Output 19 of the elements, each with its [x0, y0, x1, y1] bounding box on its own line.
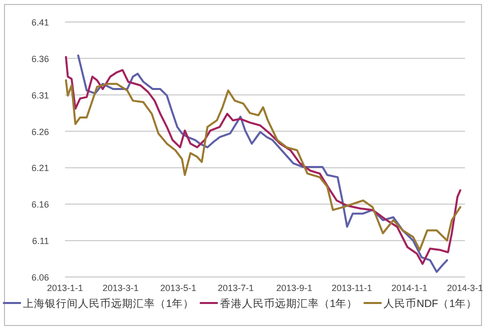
legend-label: 上海银行间人民币远期汇率（1年）: [22, 297, 194, 310]
legend-label: 人民币NDF（1年）: [384, 297, 478, 310]
legend-label: 香港人民币远期汇率（1年）: [220, 297, 358, 310]
y-tick-label: 6.21: [31, 163, 49, 174]
y-tick-label: 6.41: [31, 18, 49, 28]
y-tick-label: 6.16: [31, 200, 49, 210]
x-tick-label: 2013-9-1: [276, 283, 312, 293]
y-tick-label: 6.11: [32, 236, 49, 246]
x-tick-label: 2013-1-1: [46, 283, 84, 293]
y-tick-label: 6.26: [31, 126, 49, 137]
x-tick-label: 2013-5-1: [160, 283, 196, 293]
x-tick-label: 2013-7-1: [218, 283, 254, 293]
x-tick-label: 2013-11-1: [332, 283, 372, 293]
x-tick-label: 2014-3-1: [446, 283, 484, 293]
x-tick-label: 2013-3-1: [102, 283, 139, 293]
y-tick-label: 6.36: [31, 54, 49, 64]
y-tick-label: 6.06: [31, 272, 49, 282]
x-tick-label: 2014-1-1: [391, 283, 428, 293]
y-tick-label: 6.31: [31, 90, 49, 100]
